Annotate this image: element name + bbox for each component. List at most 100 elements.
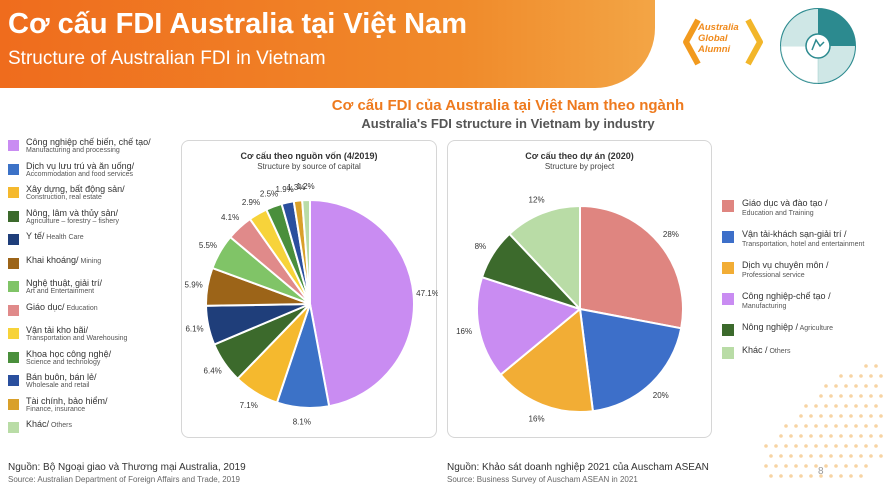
decorative-dot bbox=[849, 454, 853, 458]
legend-project-item: Công nghiệp-chế tạo / Manufacturing bbox=[722, 291, 882, 311]
legend-capital-swatch bbox=[8, 281, 19, 292]
decorative-dot bbox=[869, 434, 873, 438]
decorative-dot bbox=[799, 474, 803, 478]
legend-project-label-vi: Nông nghiệp / bbox=[742, 322, 799, 332]
decorative-dot bbox=[874, 404, 878, 408]
legend-capital-swatch bbox=[8, 140, 19, 151]
decorative-dot bbox=[859, 474, 863, 478]
pie-chart-project: 28% 20% 16% 16% 8% 12% bbox=[456, 195, 684, 424]
decorative-dot bbox=[869, 414, 873, 418]
decorative-dot bbox=[849, 394, 853, 398]
decorative-dot bbox=[864, 384, 868, 388]
decorative-dot bbox=[824, 444, 828, 448]
legend-capital-item: Khoa học công nghệ/Science and technolog… bbox=[8, 349, 183, 373]
pie-capital-data-label: 4.1% bbox=[221, 213, 239, 222]
legend-capital-item: Công nghiệp chế biến, chế tạo/Manufactur… bbox=[8, 137, 183, 161]
legend-project-label-vi: Công nghiệp-chế tạo / bbox=[742, 291, 831, 301]
decorative-dot bbox=[874, 444, 878, 448]
pie-project-data-label: 28% bbox=[663, 230, 679, 239]
decorative-dot bbox=[794, 424, 798, 428]
alumni-logo-text: Australia Global Alumni bbox=[698, 22, 752, 55]
decorative-dot bbox=[809, 414, 813, 418]
legend-capital-label-en: Others bbox=[49, 422, 72, 429]
legend-capital-label-en: Finance, insurance bbox=[26, 405, 86, 413]
legend-project-label: Vận tải-khách sạn-giải trí / bbox=[742, 229, 882, 240]
pie-project-slice bbox=[508, 204, 581, 312]
decorative-dot bbox=[834, 444, 838, 448]
legend-project-item: Giáo dục và đào tạo / Education and Train… bbox=[722, 198, 882, 218]
chart-title-project: Cơ cấu theo dự án (2020) bbox=[525, 151, 634, 161]
decorative-dot bbox=[764, 464, 768, 468]
pie-capital-data-label: 6.1% bbox=[185, 324, 203, 333]
legend-capital-item: Nông, lâm và thủy sản/Agriculture – fore… bbox=[8, 208, 183, 232]
legend-capital-label-vi: Khác/ bbox=[26, 419, 50, 429]
legend-capital-item: Dịch vụ lưu trú và ăn uống/Accommodation… bbox=[8, 161, 183, 185]
pie-capital-data-label: 1.2% bbox=[296, 182, 314, 191]
legend-project-label-en: Agriculture bbox=[798, 325, 834, 332]
decorative-dot bbox=[844, 424, 848, 428]
legend-capital-item: Xây dựng, bất động sản/Construction, rea… bbox=[8, 184, 183, 208]
pie-capital-slice bbox=[301, 198, 311, 305]
decorative-dot bbox=[879, 394, 883, 398]
legend-capital-label-en: Construction, real estate bbox=[26, 194, 102, 201]
slide-subtitle: Structure of Australian FDI in Vietnam bbox=[8, 48, 326, 69]
legend-capital-item: Khác/ Others bbox=[8, 419, 183, 443]
decorative-dot bbox=[794, 464, 798, 468]
legend-capital-item: Tài chính, bảo hiểm/Finance, insurance bbox=[8, 396, 183, 420]
decorative-dot bbox=[804, 464, 808, 468]
decorative-dot bbox=[854, 384, 858, 388]
decorative-dot bbox=[879, 414, 883, 418]
decorative-dot bbox=[879, 454, 883, 458]
legend-capital-item: Nghệ thuật, giải trí/Art and Entertainme… bbox=[8, 278, 183, 302]
decorative-dot bbox=[834, 464, 838, 468]
decorative-dot bbox=[864, 464, 868, 468]
legend-project-swatch bbox=[722, 200, 734, 212]
legend-project-label: Khác / Others bbox=[742, 345, 882, 357]
pie-capital-data-label: 5.5% bbox=[199, 241, 217, 250]
pie-chart-capital: 47.1% 8.1% 7.1% 6.4% 6.1% 5.9% 5.5% 4.1%2.9%2.5… bbox=[185, 182, 438, 427]
decorative-dot bbox=[829, 454, 833, 458]
decorative-dot bbox=[879, 374, 883, 378]
decorative-dot bbox=[819, 474, 823, 478]
legend-capital-label-vi: Nghệ thuật, giải trí/ bbox=[26, 278, 103, 288]
decorative-dot bbox=[859, 414, 863, 418]
logo-line-1: Australia bbox=[698, 22, 739, 33]
legend-capital-label-en: Accommodation and food services bbox=[26, 170, 133, 178]
decorative-dot bbox=[804, 424, 808, 428]
pie-capital-data-label: 1.3% bbox=[287, 183, 305, 192]
legend-capital-label-en: Science and technology bbox=[26, 358, 101, 366]
decorative-dot bbox=[844, 384, 848, 388]
legend-project-label: Giáo dục và đào tạo / bbox=[742, 198, 882, 209]
decorative-dot bbox=[829, 414, 833, 418]
decorative-dot bbox=[849, 434, 853, 438]
decorative-dot bbox=[829, 394, 833, 398]
legend-capital-swatch bbox=[8, 163, 19, 175]
legend-project-label-en: Transportation, hotel and entertainment bbox=[742, 241, 865, 248]
source-1-vi: Nguồn: Bộ Ngoại giao và Thương mại Austr… bbox=[8, 462, 246, 473]
legend-project-label-en: Education and Training bbox=[742, 210, 814, 217]
decorative-dot bbox=[779, 454, 783, 458]
chart-panel-project: Cơ cấu theo dự án (2020) Structure by pr… bbox=[447, 140, 712, 438]
decorative-dot bbox=[784, 464, 788, 468]
chart-main-title: Cơ cấu FDI của Australia tại Việt Nam th… bbox=[331, 97, 685, 114]
decorative-dot bbox=[809, 434, 813, 438]
decorative-dot bbox=[819, 394, 823, 398]
source-2-vi: Nguồn: Khảo sát doanh nghiệp 2021 của Au… bbox=[447, 462, 709, 473]
decorative-dot bbox=[849, 414, 853, 418]
decorative-dot bbox=[819, 454, 823, 458]
decorative-dot bbox=[844, 464, 848, 468]
decorative-dot bbox=[839, 474, 843, 478]
pie-capital-data-label: 2.9% bbox=[242, 198, 260, 207]
decorative-dot bbox=[874, 364, 878, 368]
logo-line-3: Alumni bbox=[698, 44, 731, 55]
legend-capital-swatch bbox=[8, 304, 19, 316]
legend-project-label-en: Others bbox=[767, 348, 791, 355]
decorative-dot bbox=[774, 464, 778, 468]
pie-project-slice bbox=[578, 307, 683, 413]
legend-capital-label-en: Wholesale and retail bbox=[26, 382, 90, 389]
legend-capital-label: Tài chính, bảo hiểm/ bbox=[26, 396, 183, 406]
legend-capital-label: Xây dựng, bất động sản/ bbox=[26, 184, 183, 194]
decorative-dot bbox=[769, 474, 773, 478]
legend-project-item: Khác / Others bbox=[722, 345, 882, 359]
legend-capital-item: Y tế/ Health Care bbox=[8, 231, 183, 255]
